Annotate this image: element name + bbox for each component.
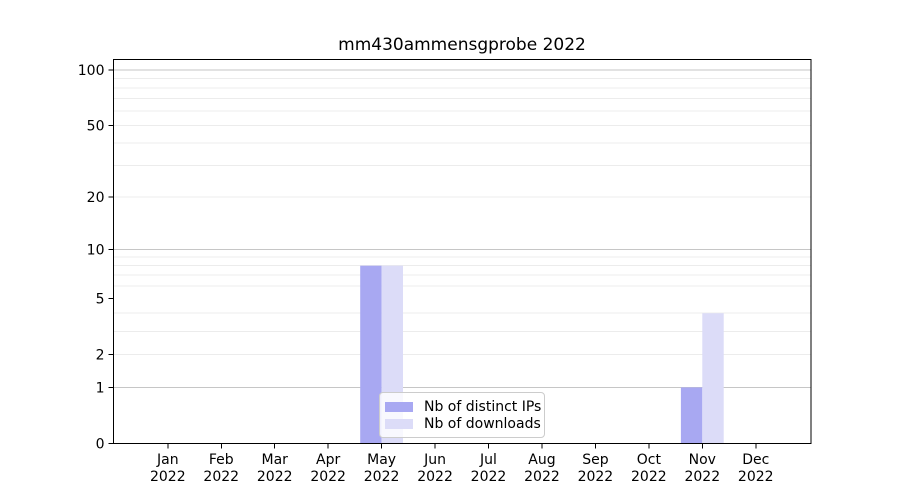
legend-item-distinct-ips: Nb of distinct IPs (385, 398, 541, 415)
y-tick-label-20: 20 (87, 190, 105, 206)
y-tick-label-5: 5 (96, 291, 105, 307)
bar-nb-of-distinct-ips-nov-2022 (680, 387, 703, 444)
x-tick-label-aug-2022: Aug 2022 (524, 452, 560, 485)
y-tick-label-0: 0 (96, 437, 105, 453)
bar-nb-of-distinct-ips-may-2022 (360, 265, 382, 444)
legend-label-downloads: Nb of downloads (424, 415, 541, 432)
y-tick-label-1: 1 (96, 380, 105, 396)
x-tick-label-feb-2022: Feb 2022 (203, 452, 239, 485)
bar-nb-of-downloads-nov-2022 (702, 313, 724, 444)
legend-swatch-downloads (385, 418, 413, 429)
x-tick-label-apr-2022: Apr 2022 (310, 452, 346, 485)
y-tick-label-2: 2 (96, 348, 105, 364)
legend: Nb of distinct IPs Nb of downloads (379, 392, 545, 438)
x-tick-label-may-2022: May 2022 (364, 452, 400, 485)
x-tick-label-jan-2022: Jan 2022 (150, 452, 186, 485)
x-tick-label-sep-2022: Sep 2022 (578, 452, 614, 485)
plot-border (113, 59, 812, 444)
x-tick-label-jul-2022: Jul 2022 (471, 452, 507, 485)
legend-label-distinct-ips: Nb of distinct IPs (424, 398, 542, 415)
chart-title: mm430ammensgprobe 2022 (338, 35, 586, 55)
y-tick-label-10: 10 (87, 242, 105, 258)
x-tick-label-nov-2022: Nov 2022 (684, 452, 720, 485)
y-tick-label-50: 50 (87, 118, 105, 134)
legend-item-downloads: Nb of downloads (385, 415, 541, 432)
x-tick-label-mar-2022: Mar 2022 (257, 452, 293, 485)
y-tick-label-100: 100 (78, 63, 105, 79)
legend-swatch-distinct-ips (385, 401, 413, 412)
x-tick-label-dec-2022: Dec 2022 (738, 452, 774, 485)
x-tick-label-oct-2022: Oct 2022 (631, 452, 667, 485)
x-tick-label-jun-2022: Jun 2022 (417, 452, 453, 485)
